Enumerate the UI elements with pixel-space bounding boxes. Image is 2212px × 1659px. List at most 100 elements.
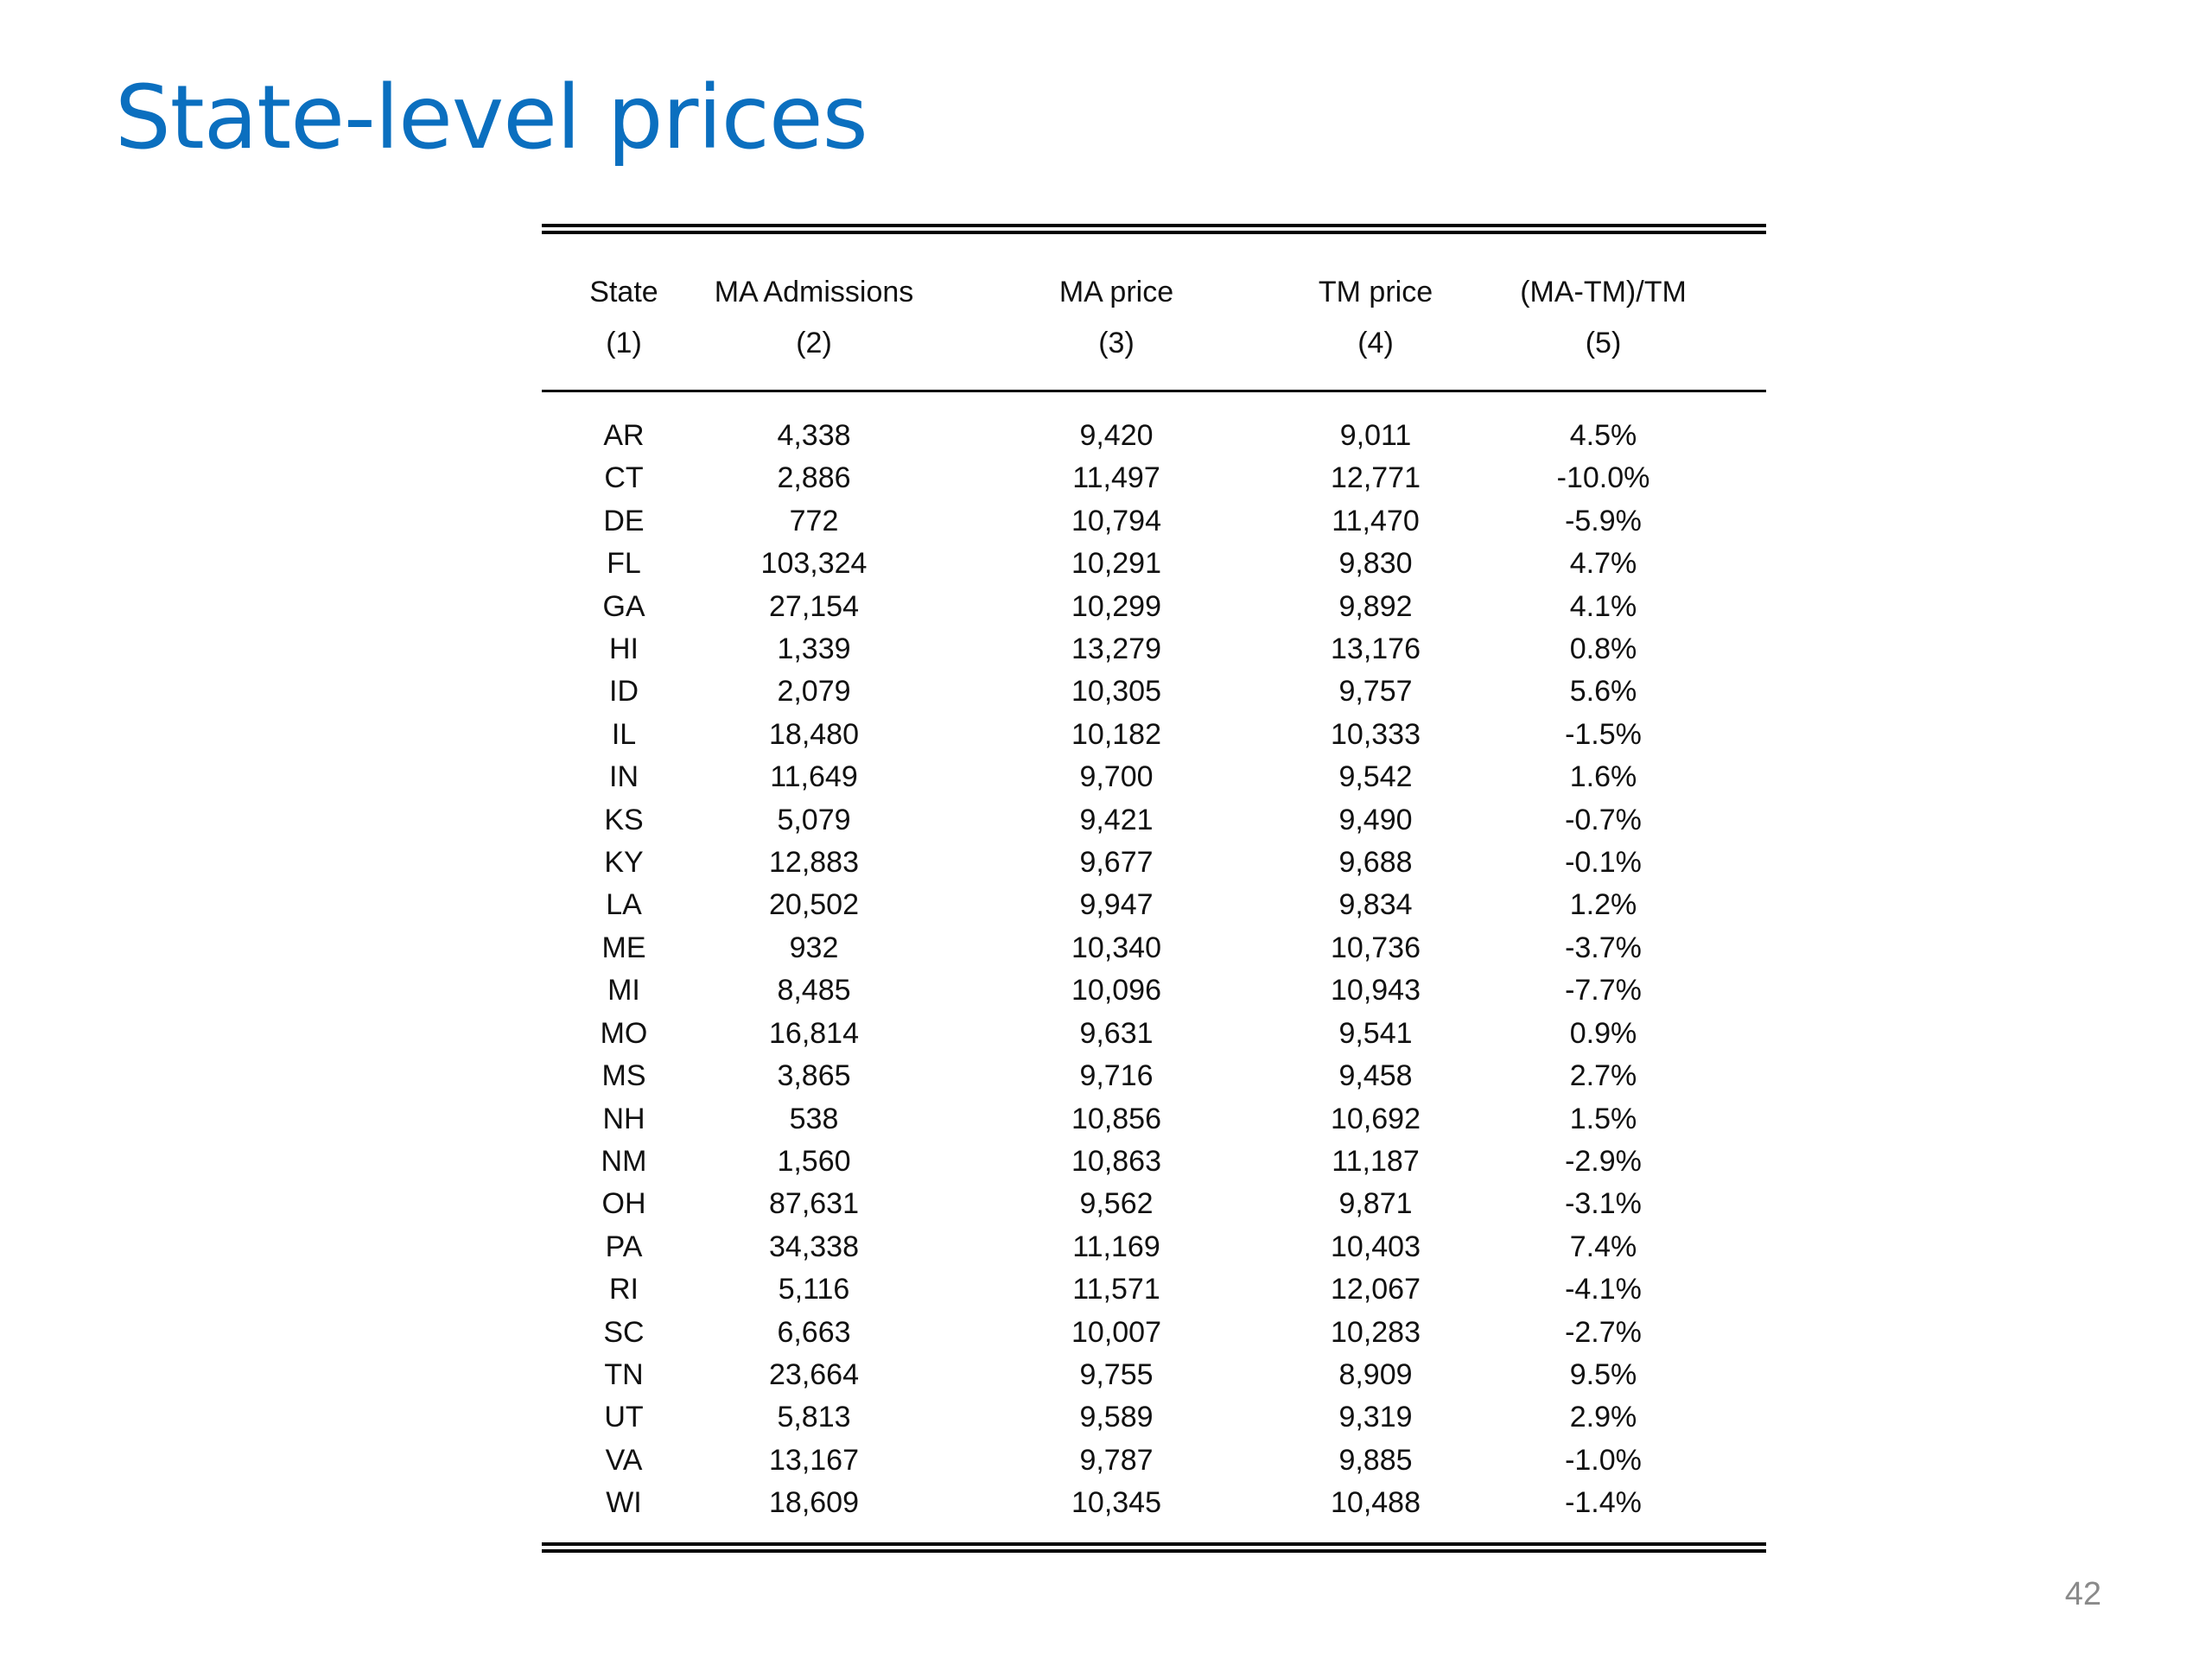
cell-state: KS bbox=[604, 803, 644, 836]
cell-tm-price: 10,283 bbox=[1331, 1315, 1421, 1349]
table-row: CT 2,886 11,497 12,771 -10.0% bbox=[542, 457, 1766, 499]
cell-ma-tm-ratio: -1.0% bbox=[1565, 1443, 1642, 1477]
cell-tm-price: 10,488 bbox=[1331, 1486, 1421, 1520]
cell-ma-admissions: 1,339 bbox=[777, 632, 851, 666]
cell-ma-tm-ratio: 0.9% bbox=[1569, 1016, 1637, 1050]
cell-tm-price: 9,319 bbox=[1338, 1401, 1413, 1434]
table-row: MS 3,865 9,716 9,458 2.7% bbox=[542, 1055, 1766, 1097]
header-tm-price: TM price bbox=[1318, 276, 1433, 308]
cell-ma-admissions: 5,813 bbox=[777, 1401, 851, 1434]
cell-tm-price: 9,542 bbox=[1338, 760, 1413, 794]
cell-ma-price: 10,794 bbox=[1071, 504, 1161, 537]
cell-ma-admissions: 772 bbox=[789, 504, 839, 537]
cell-ma-price: 9,947 bbox=[1079, 888, 1154, 922]
table-row: OH 87,631 9,562 9,871 -3.1% bbox=[542, 1183, 1766, 1225]
cell-tm-price: 9,757 bbox=[1338, 675, 1413, 709]
cell-tm-price: 9,830 bbox=[1338, 547, 1413, 581]
table-row: LA 20,502 9,947 9,834 1.2% bbox=[542, 884, 1766, 926]
cell-ma-admissions: 5,116 bbox=[778, 1273, 850, 1306]
cell-tm-price: 9,541 bbox=[1338, 1016, 1413, 1050]
cell-ma-tm-ratio: 2.7% bbox=[1569, 1059, 1637, 1093]
table-body: AR 4,338 9,420 9,011 4.5% CT 2,886 11,497 12,771… bbox=[542, 392, 1766, 1542]
cell-ma-tm-ratio: -7.7% bbox=[1565, 974, 1642, 1007]
cell-ma-tm-ratio: 4.7% bbox=[1569, 547, 1637, 581]
cell-ma-price: 10,863 bbox=[1071, 1144, 1161, 1178]
cell-ma-price: 9,589 bbox=[1079, 1401, 1154, 1434]
cell-ma-tm-ratio: 4.1% bbox=[1569, 589, 1637, 623]
cell-ma-admissions: 4,338 bbox=[777, 419, 851, 452]
table-row: KY 12,883 9,677 9,688 -0.1% bbox=[542, 842, 1766, 884]
cell-ma-tm-ratio: -10.0% bbox=[1556, 461, 1650, 495]
cell-ma-admissions: 18,480 bbox=[769, 717, 859, 751]
cell-ma-admissions: 23,664 bbox=[769, 1357, 859, 1391]
cell-tm-price: 10,736 bbox=[1331, 931, 1421, 964]
cell-ma-tm-ratio: -3.1% bbox=[1565, 1187, 1642, 1221]
cell-ma-price: 9,700 bbox=[1079, 760, 1154, 794]
cell-ma-price: 9,755 bbox=[1079, 1357, 1154, 1391]
cell-ma-tm-ratio: -1.5% bbox=[1565, 717, 1642, 751]
cell-tm-price: 9,490 bbox=[1338, 803, 1413, 836]
cell-state: LA bbox=[606, 888, 642, 922]
cell-state: VA bbox=[605, 1443, 643, 1477]
table-header-rule bbox=[542, 390, 1766, 392]
cell-tm-price: 9,834 bbox=[1338, 888, 1413, 922]
cell-tm-price: 8,909 bbox=[1338, 1357, 1413, 1391]
cell-ma-price: 10,007 bbox=[1071, 1315, 1161, 1349]
cell-tm-price: 10,943 bbox=[1331, 974, 1421, 1007]
cell-state: RI bbox=[609, 1273, 639, 1306]
cell-ma-price: 9,631 bbox=[1079, 1016, 1154, 1050]
cell-ma-admissions: 11,649 bbox=[770, 760, 858, 794]
cell-ma-admissions: 18,609 bbox=[769, 1486, 859, 1520]
cell-tm-price: 10,692 bbox=[1331, 1102, 1421, 1135]
cell-ma-admissions: 16,814 bbox=[769, 1016, 859, 1050]
cell-ma-admissions: 8,485 bbox=[777, 974, 851, 1007]
cell-ma-tm-ratio: -2.9% bbox=[1565, 1144, 1642, 1178]
cell-ma-price: 11,571 bbox=[1072, 1273, 1160, 1306]
cell-ma-tm-ratio: -3.7% bbox=[1565, 931, 1642, 964]
cell-ma-tm-ratio: -1.4% bbox=[1565, 1486, 1642, 1520]
cell-state: WI bbox=[606, 1486, 642, 1520]
table-row: ME 932 10,340 10,736 -3.7% bbox=[542, 927, 1766, 969]
table-row: RI 5,116 11,571 12,067 -4.1% bbox=[542, 1268, 1766, 1311]
cell-ma-tm-ratio: 1.6% bbox=[1569, 760, 1637, 794]
cell-ma-price: 10,856 bbox=[1071, 1102, 1161, 1135]
table-top-rule bbox=[542, 224, 1766, 234]
table-row: NM 1,560 10,863 11,187 -2.9% bbox=[542, 1141, 1766, 1183]
header-state: State bbox=[589, 276, 658, 308]
cell-ma-price: 10,182 bbox=[1071, 717, 1161, 751]
cell-tm-price: 9,892 bbox=[1338, 589, 1413, 623]
table-row: WI 18,609 10,345 10,488 -1.4% bbox=[542, 1482, 1766, 1524]
cell-state: DE bbox=[603, 504, 645, 537]
cell-state: MS bbox=[601, 1059, 646, 1093]
table-row: IL 18,480 10,182 10,333 -1.5% bbox=[542, 714, 1766, 756]
cell-tm-price: 11,470 bbox=[1332, 504, 1420, 537]
cell-state: HI bbox=[609, 632, 639, 666]
cell-ma-tm-ratio: -0.1% bbox=[1565, 846, 1642, 880]
cell-ma-admissions: 20,502 bbox=[769, 888, 859, 922]
table-row: MI 8,485 10,096 10,943 -7.7% bbox=[542, 969, 1766, 1012]
cell-ma-admissions: 2,886 bbox=[777, 461, 851, 495]
column-number: (5) bbox=[1585, 327, 1622, 359]
cell-tm-price: 13,176 bbox=[1331, 632, 1421, 666]
cell-state: ID bbox=[609, 675, 639, 709]
page-number: 42 bbox=[2064, 1576, 2101, 1612]
table-row: TN 23,664 9,755 8,909 9.5% bbox=[542, 1354, 1766, 1396]
cell-ma-admissions: 1,560 bbox=[777, 1144, 851, 1178]
column-number: (3) bbox=[1098, 327, 1135, 359]
cell-ma-price: 10,291 bbox=[1071, 547, 1161, 581]
cell-state: KY bbox=[604, 846, 644, 880]
cell-ma-price: 9,787 bbox=[1079, 1443, 1154, 1477]
cell-state: IN bbox=[609, 760, 639, 794]
table-row: VA 13,167 9,787 9,885 -1.0% bbox=[542, 1440, 1766, 1482]
cell-ma-price: 11,169 bbox=[1072, 1230, 1160, 1263]
cell-state: PA bbox=[605, 1230, 643, 1263]
table-row: MO 16,814 9,631 9,541 0.9% bbox=[542, 1013, 1766, 1055]
cell-state: NM bbox=[601, 1144, 647, 1178]
table-row: UT 5,813 9,589 9,319 2.9% bbox=[542, 1396, 1766, 1439]
cell-ma-admissions: 2,079 bbox=[777, 675, 851, 709]
cell-state: TN bbox=[604, 1357, 644, 1391]
cell-ma-tm-ratio: -4.1% bbox=[1565, 1273, 1642, 1306]
cell-ma-tm-ratio: 5.6% bbox=[1569, 675, 1637, 709]
cell-state: MO bbox=[600, 1016, 648, 1050]
table-row: FL 103,324 10,291 9,830 4.7% bbox=[542, 543, 1766, 585]
